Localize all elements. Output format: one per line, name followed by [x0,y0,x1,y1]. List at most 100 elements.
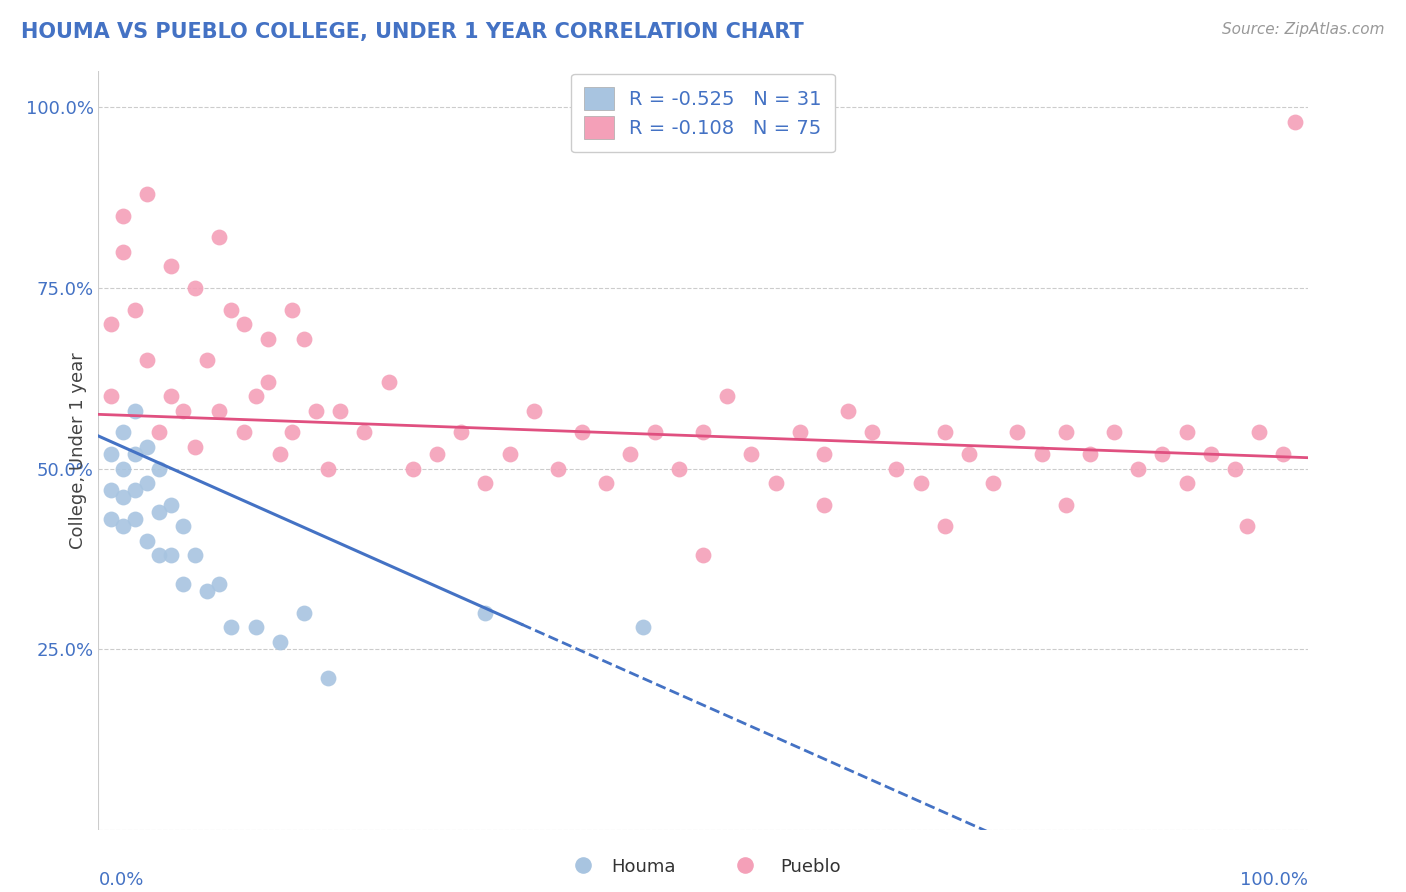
Point [1054,425,1077,440]
Point [100,317,122,331]
Point [1007,425,1029,440]
Point [111,461,134,475]
Point [316,461,339,475]
Point [111,491,134,505]
Point [571,425,593,440]
Point [1078,447,1101,461]
Point [221,302,243,317]
Point [160,498,183,512]
Point [111,519,134,533]
Point [644,425,666,440]
Point [1175,425,1198,440]
Point [1175,475,1198,490]
Point [232,317,254,331]
Point [292,606,315,620]
Point [316,671,339,685]
Point [402,461,425,475]
Point [148,461,170,475]
Point [1284,115,1306,129]
Point [256,332,278,346]
Point [572,858,595,872]
Point [124,512,146,526]
Point [1223,461,1246,475]
Text: 0.0%: 0.0% [98,871,143,889]
Point [426,447,449,461]
Point [111,209,134,223]
Point [269,447,291,461]
Point [1152,447,1174,461]
Text: Source: ZipAtlas.com: Source: ZipAtlas.com [1222,22,1385,37]
Point [269,635,291,649]
Point [813,447,835,461]
Point [734,858,756,872]
Point [1102,425,1125,440]
Point [208,577,231,591]
Point [292,332,315,346]
Point [221,620,243,634]
Point [474,475,496,490]
Point [100,483,122,498]
Point [934,519,956,533]
Point [692,425,714,440]
Point [100,512,122,526]
Point [860,425,883,440]
Point [1054,498,1077,512]
Point [124,483,146,498]
Point [195,353,218,368]
Point [934,425,956,440]
Point [184,281,207,295]
Point [100,389,122,403]
Point [837,403,859,417]
Point [148,548,170,562]
Point [498,447,520,461]
Point [135,440,157,454]
Point [886,461,908,475]
Text: 100.0%: 100.0% [1240,871,1308,889]
Point [981,475,1004,490]
Point [1236,519,1258,533]
Point [160,548,183,562]
Point [172,403,194,417]
Point [450,425,472,440]
Point [353,425,375,440]
Point [789,425,811,440]
Point [716,389,738,403]
Point [329,403,352,417]
Point [232,425,254,440]
Point [910,475,932,490]
Point [172,577,194,591]
Point [1031,447,1053,461]
Point [1128,461,1150,475]
Point [631,620,654,634]
Point [245,620,267,634]
Point [256,375,278,389]
Point [281,302,304,317]
Point [740,447,762,461]
Point [692,548,714,562]
Point [305,403,328,417]
Point [148,425,170,440]
Point [111,244,134,259]
Point [148,505,170,519]
Point [208,403,231,417]
Point [111,425,134,440]
Point [281,425,304,440]
Point [523,403,546,417]
Text: Pueblo: Pueblo [780,858,841,876]
Point [124,302,146,317]
Point [595,475,617,490]
Point [160,389,183,403]
Y-axis label: College, Under 1 year: College, Under 1 year [69,352,87,549]
Point [957,447,980,461]
Point [547,461,569,475]
Point [245,389,267,403]
Point [377,375,399,389]
Point [813,498,835,512]
Point [160,260,183,274]
Point [1199,447,1222,461]
Point [1272,447,1295,461]
Point [172,519,194,533]
Text: HOUMA VS PUEBLO COLLEGE, UNDER 1 YEAR CORRELATION CHART: HOUMA VS PUEBLO COLLEGE, UNDER 1 YEAR CO… [21,22,804,42]
Point [184,440,207,454]
Point [124,447,146,461]
